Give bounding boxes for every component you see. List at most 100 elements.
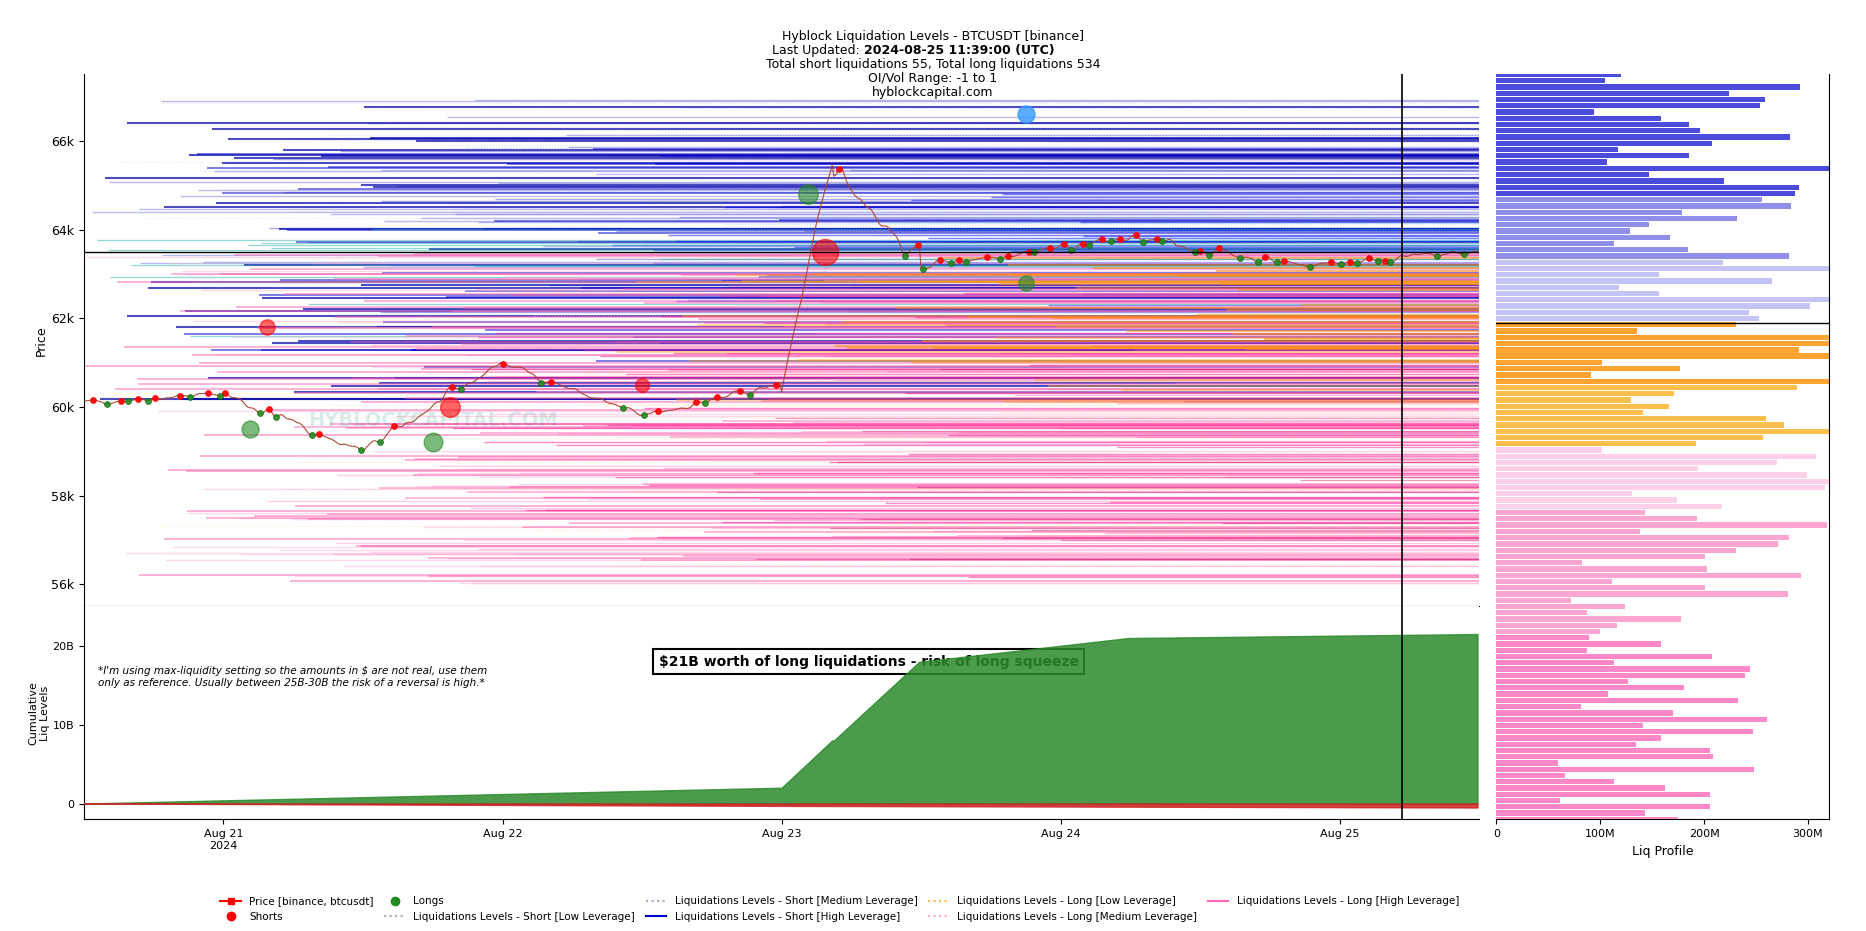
Bar	[1497, 122, 1689, 128]
Point	[608, 400, 638, 415]
Point	[164, 388, 194, 403]
Bar	[1497, 297, 1840, 303]
Bar	[1497, 591, 1788, 597]
Bar	[1497, 247, 1689, 252]
Point	[985, 251, 1015, 266]
Bar	[1497, 428, 1859, 434]
Bar	[1497, 773, 1566, 778]
Bar	[1497, 522, 1827, 528]
Point	[1015, 244, 1045, 259]
Point	[944, 252, 974, 267]
Bar	[1497, 479, 1832, 484]
Point	[1069, 236, 1099, 251]
Point	[175, 389, 205, 404]
Bar	[1497, 741, 1636, 747]
Bar	[1497, 316, 1760, 321]
Bar	[1497, 391, 1674, 397]
Bar	[1497, 560, 1582, 565]
Bar	[1497, 359, 1601, 365]
Point	[825, 161, 855, 176]
Point	[192, 385, 222, 400]
Point	[1342, 255, 1372, 270]
Bar	[1497, 628, 1601, 634]
Bar	[1497, 748, 1709, 753]
Bar	[1497, 717, 1767, 722]
Bar	[1497, 398, 1631, 402]
Bar	[1497, 566, 1707, 572]
Bar	[1497, 635, 1588, 641]
Point	[972, 250, 1002, 264]
Point	[690, 395, 720, 410]
Bar	[1497, 585, 1706, 590]
Text: Total short liquidations 55, Total long liquidations 534: Total short liquidations 55, Total long …	[765, 58, 1101, 71]
X-axis label: Liq Profile: Liq Profile	[1633, 844, 1692, 857]
Point	[446, 381, 476, 396]
Bar	[1497, 172, 1650, 177]
Bar	[1497, 90, 1728, 96]
Bar	[1497, 203, 1791, 209]
Bar	[1497, 97, 1765, 102]
Bar	[1497, 85, 1801, 89]
Bar	[1497, 278, 1771, 284]
Bar	[1497, 354, 1853, 358]
Point	[903, 238, 933, 253]
Bar	[1497, 541, 1778, 546]
Point	[1226, 250, 1256, 265]
Point	[1011, 107, 1041, 122]
Legend: Price [binance, btcusdt], Shorts, Longs, Liquidations Levels - Short [Low Levera: Price [binance, btcusdt], Shorts, Longs,…	[216, 892, 1463, 925]
Point	[909, 261, 939, 276]
Point	[629, 407, 659, 422]
Point	[140, 391, 170, 406]
Bar	[1497, 78, 1605, 84]
Bar	[1497, 786, 1664, 790]
Point	[724, 384, 754, 398]
Text: hyblockcapital.com: hyblockcapital.com	[871, 86, 995, 99]
Point	[1243, 255, 1273, 270]
Bar	[1497, 235, 1670, 240]
Bar	[1497, 573, 1801, 578]
Point	[418, 435, 448, 450]
Point	[1269, 254, 1299, 269]
Bar	[1497, 322, 1735, 328]
Y-axis label: Cumulative
Liq Levels: Cumulative Liq Levels	[28, 681, 50, 745]
Bar	[1497, 141, 1711, 146]
Bar	[1497, 510, 1646, 515]
Bar	[1497, 641, 1661, 647]
Point	[112, 394, 142, 409]
Bar	[1497, 710, 1672, 716]
Point	[487, 357, 517, 371]
Bar	[1497, 128, 1700, 133]
Point	[254, 402, 284, 417]
Bar	[1497, 347, 1799, 353]
Point	[91, 397, 121, 412]
Point	[1185, 244, 1215, 259]
Point	[1250, 250, 1280, 264]
Bar	[1497, 704, 1581, 709]
Bar	[1497, 466, 1698, 471]
Bar	[1497, 191, 1795, 196]
Bar	[1497, 729, 1754, 735]
Bar	[1497, 223, 1650, 227]
Bar	[1497, 685, 1685, 691]
Point	[134, 393, 164, 408]
Bar	[1497, 448, 1603, 452]
Point	[761, 377, 791, 392]
Bar	[1497, 692, 1608, 696]
Point	[937, 255, 967, 270]
Point	[1336, 254, 1366, 269]
Bar	[1497, 197, 1763, 202]
Bar	[1497, 798, 1560, 803]
Bar	[1497, 516, 1698, 521]
Point	[1261, 255, 1291, 270]
Bar	[1497, 492, 1631, 496]
Bar	[1497, 253, 1788, 259]
Bar	[1497, 722, 1642, 728]
Bar	[1497, 178, 1724, 183]
Bar	[1497, 216, 1737, 221]
Bar	[1497, 272, 1659, 277]
Point	[244, 406, 274, 421]
Bar	[1497, 679, 1627, 684]
Point	[1056, 242, 1086, 257]
Bar	[1497, 610, 1586, 615]
Bar	[1497, 329, 1636, 333]
